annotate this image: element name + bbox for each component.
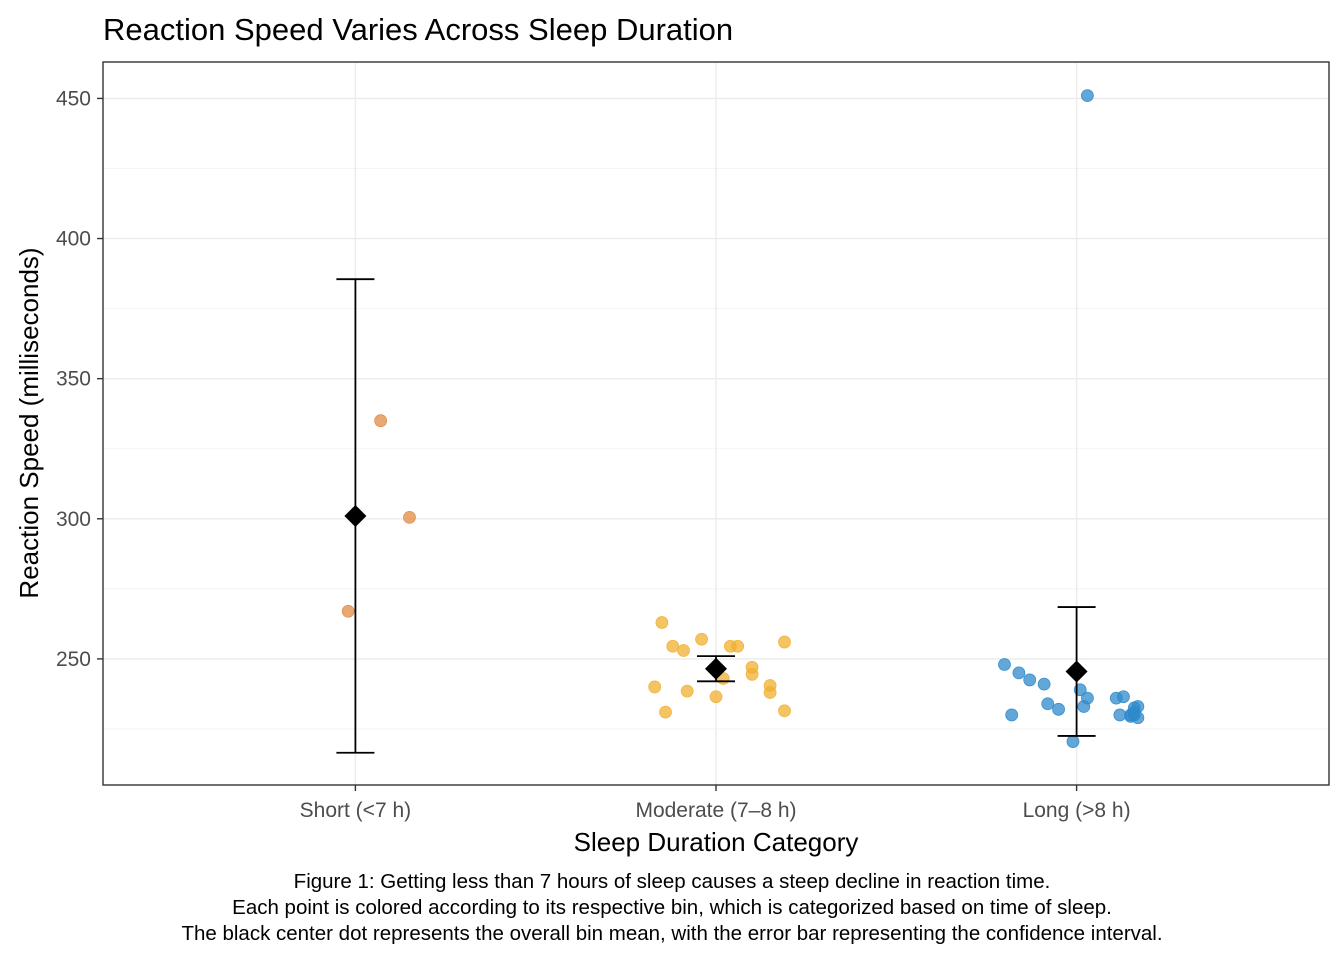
data-point	[1023, 673, 1037, 687]
y-tick-label: 450	[56, 87, 91, 110]
data-point	[374, 414, 388, 428]
data-point	[1131, 700, 1145, 713]
x-axis: Short (<7 h) Moderate (7–8 h) Long (>8 h)	[300, 785, 1131, 822]
y-tick-label: 350	[56, 368, 91, 391]
data-point	[709, 690, 723, 704]
data-point	[341, 604, 355, 618]
data-point	[648, 680, 662, 694]
data-point	[666, 639, 680, 653]
mean-ci-markers	[336, 278, 1096, 754]
data-point	[1117, 690, 1130, 704]
x-tick-label: Long (>8 h)	[1023, 799, 1131, 822]
data-point	[1113, 708, 1127, 722]
data-point	[1012, 666, 1026, 680]
caption-line-3: The black center dot represents the over…	[181, 922, 1163, 945]
x-tick-label: Short (<7 h)	[300, 799, 411, 822]
y-tick-label: 400	[56, 228, 91, 251]
data-point	[778, 635, 791, 649]
x-tick-label: Moderate (7–8 h)	[635, 799, 796, 822]
y-axis: 250 300 350 400 450	[56, 87, 103, 671]
mean-marker	[1065, 660, 1088, 683]
x-axis-title: Sleep Duration Category	[574, 827, 859, 857]
data-point	[677, 644, 690, 657]
data-point	[1005, 708, 1019, 722]
data-point	[763, 686, 777, 699]
y-tick-label: 250	[56, 648, 91, 671]
data-point	[659, 705, 672, 719]
data-point	[1066, 735, 1080, 748]
caption-line-2: Each point is colored according to its r…	[232, 896, 1112, 919]
data-point	[1131, 711, 1145, 725]
data-point	[1052, 702, 1065, 716]
mean-marker	[705, 657, 727, 680]
data-point	[403, 510, 416, 524]
sleep-reaction-chart: Reaction Speed Varies Across Sleep Durat…	[14, 12, 1330, 857]
caption-line-1: Figure 1: Getting less than 7 hours of s…	[293, 870, 1051, 893]
data-points	[341, 89, 1145, 748]
data-point	[1041, 697, 1055, 711]
y-tick-label: 300	[56, 508, 91, 531]
figure-caption: Figure 1: Getting less than 7 hours of s…	[0, 869, 1344, 947]
data-point	[778, 704, 791, 718]
data-point	[655, 616, 669, 629]
data-point	[1037, 677, 1051, 691]
data-point	[998, 658, 1011, 671]
y-axis-title: Reaction Speed (milliseconds)	[14, 247, 44, 598]
data-point	[680, 684, 694, 698]
data-point	[1081, 89, 1094, 103]
data-point	[745, 660, 759, 674]
data-point	[731, 639, 745, 653]
data-point	[695, 632, 708, 646]
mean-marker	[344, 504, 367, 527]
chart-title: Reaction Speed Varies Across Sleep Durat…	[103, 12, 733, 47]
data-point	[1081, 691, 1094, 705]
